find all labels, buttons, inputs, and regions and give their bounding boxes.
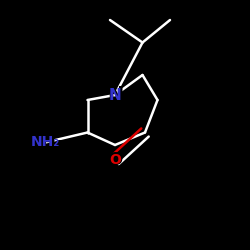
Text: NH₂: NH₂ — [26, 134, 64, 152]
Text: N: N — [107, 86, 123, 104]
Text: O: O — [108, 151, 122, 169]
Text: NH₂: NH₂ — [30, 136, 60, 149]
Text: N: N — [108, 88, 122, 102]
Text: O: O — [109, 153, 121, 167]
